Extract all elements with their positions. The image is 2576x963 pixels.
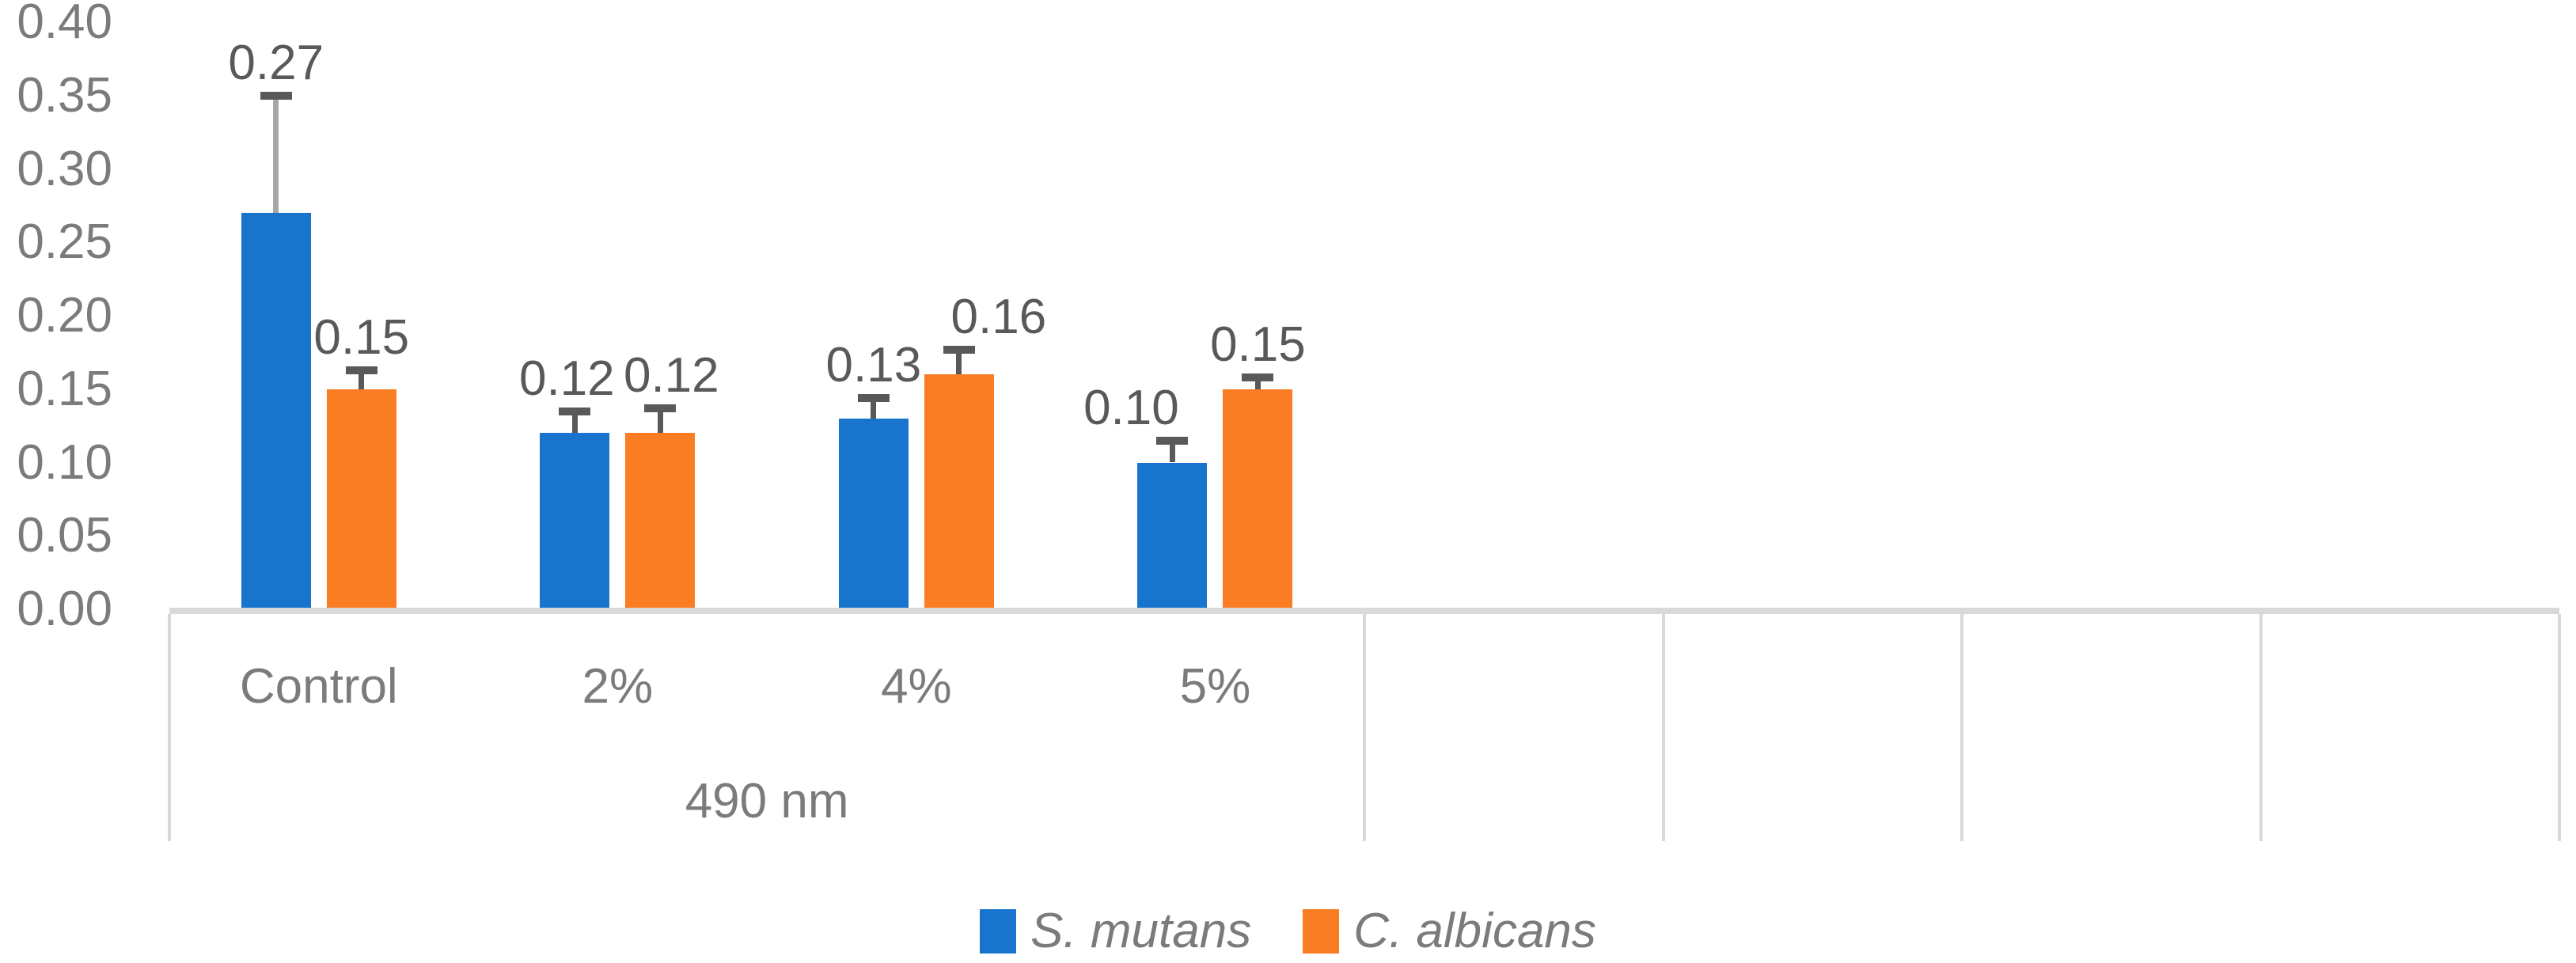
category-divider [1960, 614, 1964, 841]
error-bar-line [571, 411, 578, 434]
error-bar-cap [345, 366, 377, 374]
value-label: 0.15 [1210, 317, 1306, 372]
bar-s-mutans [1137, 462, 1208, 609]
legend-label: S. mutans [1030, 904, 1252, 958]
error-bar-cap [260, 91, 292, 100]
category-divider [2259, 614, 2263, 841]
legend-label: C. albicans [1353, 904, 1596, 958]
error-bar-line [359, 370, 365, 389]
bar-s-mutans [241, 213, 311, 609]
y-axis-tick-label: 0.00 [17, 582, 112, 636]
y-axis-tick-label: 0.20 [17, 288, 112, 343]
y-axis-tick-label: 0.30 [17, 141, 112, 196]
x-axis-line [169, 608, 2560, 614]
y-axis-tick-label: 0.40 [17, 0, 112, 49]
category-box-border [2558, 614, 2562, 841]
bar-c-albicans [326, 389, 396, 609]
axis-group-label: 490 nm [685, 774, 849, 828]
y-axis-tick-label: 0.15 [17, 361, 112, 416]
category-divider [1363, 614, 1367, 841]
value-label: 0.15 [313, 309, 410, 365]
error-bar-cap [943, 345, 975, 354]
legend-swatch [1303, 909, 1340, 954]
bar-c-albicans [924, 374, 994, 609]
error-bar-line [1254, 377, 1261, 389]
category-label: 2% [582, 659, 654, 714]
category-box-border [168, 614, 171, 841]
bar-s-mutans [838, 418, 909, 609]
error-bar-line [657, 408, 663, 434]
error-bar-cap [559, 407, 591, 415]
value-label: 0.16 [950, 289, 1047, 344]
error-bar-line [956, 349, 962, 375]
y-axis-tick-label: 0.25 [17, 214, 112, 270]
legend-item: C. albicans [1303, 907, 1596, 956]
y-axis-tick-label: 0.05 [17, 508, 112, 563]
value-label: 0.27 [228, 35, 324, 90]
value-label: 0.10 [1083, 380, 1179, 435]
bar-c-albicans [1223, 389, 1293, 609]
error-bar-line [871, 397, 877, 419]
y-axis-tick-label: 0.35 [17, 67, 112, 123]
error-bar-cap [1156, 436, 1189, 445]
error-bar-cap [644, 404, 677, 412]
category-label: Control [239, 659, 398, 714]
legend: S. mutans C. albicans [0, 907, 2576, 956]
category-divider [1661, 614, 1665, 841]
bar-s-mutans [540, 433, 610, 609]
category-label: 5% [1179, 659, 1251, 714]
value-label: 0.12 [623, 347, 719, 403]
error-bar-cap [857, 393, 890, 402]
y-axis-tick-label: 0.10 [17, 434, 112, 490]
legend-swatch [980, 909, 1017, 954]
error-bar-line [1169, 440, 1175, 463]
value-label: 0.12 [518, 351, 615, 406]
error-bar-cap [1242, 373, 1274, 381]
category-label: 4% [881, 659, 952, 714]
error-bar-line [273, 95, 279, 214]
legend-item: S. mutans [980, 907, 1251, 956]
bar-c-albicans [625, 433, 696, 609]
value-label: 0.13 [825, 337, 922, 392]
